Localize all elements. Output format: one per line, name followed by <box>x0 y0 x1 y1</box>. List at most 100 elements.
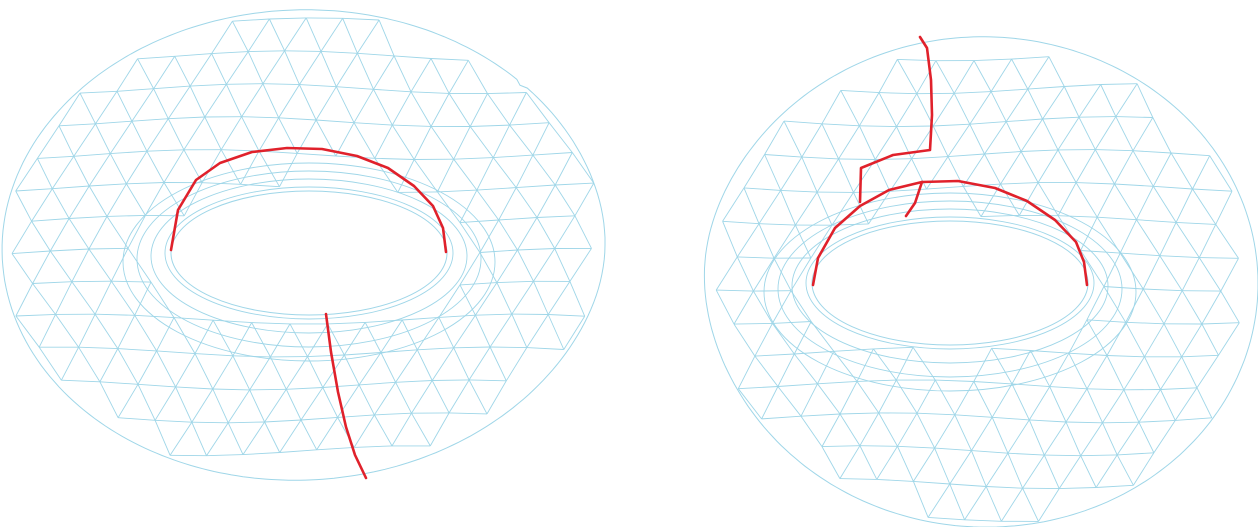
mesh-edge <box>971 451 986 487</box>
mesh-edge <box>468 60 487 93</box>
mesh-edge <box>1176 189 1192 222</box>
mesh-edge <box>175 56 190 86</box>
mesh-edge <box>394 56 411 92</box>
mesh-edge <box>533 155 555 185</box>
mesh-edge <box>1210 156 1232 192</box>
mesh-edge <box>753 291 772 323</box>
mesh-edge <box>534 281 549 314</box>
mesh-edge <box>1044 455 1059 489</box>
mesh-edge <box>118 418 155 421</box>
mesh-edge <box>1058 150 1076 183</box>
mesh-edge <box>359 385 374 415</box>
mesh-edge <box>1069 353 1087 389</box>
mesh-edge <box>986 453 1008 486</box>
mesh-edge <box>1199 258 1238 259</box>
mesh-edge <box>69 216 107 218</box>
mesh-edge <box>344 353 381 356</box>
mesh-edge <box>802 157 817 192</box>
mesh-edge <box>269 18 306 19</box>
mesh-edge <box>212 52 249 54</box>
mesh-edge <box>1028 57 1049 89</box>
mesh-edge <box>917 413 935 448</box>
mesh-edge <box>1008 453 1023 488</box>
mesh-edge <box>723 221 738 257</box>
mesh-edge <box>454 315 476 348</box>
mesh-edge <box>723 221 759 223</box>
mesh-edge <box>299 51 321 84</box>
mesh-edge <box>118 349 157 351</box>
mesh-edge <box>79 347 118 348</box>
mesh-edge <box>449 93 470 126</box>
mesh-edge <box>470 94 487 127</box>
mesh-edge <box>527 315 548 348</box>
mesh-edge <box>126 151 146 184</box>
mesh-edge <box>917 413 955 415</box>
mesh-edge <box>439 317 454 347</box>
mesh-edge <box>1059 488 1096 489</box>
mesh-edge <box>1199 258 1221 292</box>
mesh-edge <box>61 380 100 382</box>
mesh-edge <box>1139 420 1175 422</box>
mesh-edge <box>32 219 70 222</box>
mesh-edge <box>460 220 499 223</box>
mesh-edge <box>985 152 1022 155</box>
mesh-edge <box>52 186 89 189</box>
mesh-edge <box>279 85 300 118</box>
mesh-edge <box>493 155 533 158</box>
mesh-edge <box>992 348 1012 384</box>
mesh-edge <box>480 220 499 253</box>
mesh-edge <box>168 86 190 119</box>
mesh-edge <box>1115 184 1154 186</box>
mesh-edge <box>985 122 1007 154</box>
right-lobe-outline <box>704 37 1258 527</box>
mesh-edge <box>33 251 51 284</box>
mesh-edge <box>1028 87 1065 90</box>
mesh-edge <box>1126 322 1145 357</box>
mesh-edge <box>226 84 241 116</box>
mesh-edge <box>948 124 970 156</box>
mesh-edge <box>375 158 414 159</box>
mesh-edge <box>290 324 308 357</box>
mesh-edge <box>1143 289 1182 291</box>
mesh-edge <box>321 51 336 86</box>
mesh-edge <box>243 453 280 455</box>
mesh-edge <box>285 18 307 51</box>
mesh-edge <box>59 124 96 126</box>
mesh-edge <box>759 224 774 259</box>
mesh-edge <box>840 413 879 414</box>
mesh-edge <box>270 357 286 389</box>
mesh-edge <box>32 189 53 222</box>
mesh-edge <box>1219 323 1240 356</box>
mesh-edge <box>537 185 555 218</box>
mesh-edge <box>875 127 896 160</box>
mesh-edge <box>317 447 355 449</box>
mesh-edge <box>1028 89 1043 119</box>
mesh-edge <box>431 59 468 61</box>
mesh-edge <box>344 355 359 385</box>
mesh-edge <box>860 413 879 446</box>
mesh-edge <box>50 249 89 251</box>
mesh-edge <box>912 157 948 159</box>
mesh-edge <box>802 124 822 157</box>
mesh-edge <box>516 185 555 188</box>
mesh-edge <box>950 451 972 484</box>
mesh-edge <box>499 218 537 221</box>
mesh-edge <box>1164 324 1182 357</box>
mesh-edge <box>265 420 301 422</box>
mesh-edge <box>772 323 794 354</box>
mesh-edge <box>184 117 205 150</box>
mesh-edge <box>1154 420 1175 452</box>
mesh-edge <box>269 19 284 51</box>
mesh-edge <box>242 84 263 117</box>
mesh-edge <box>510 93 527 126</box>
mesh-edge <box>431 93 449 126</box>
mesh-edge <box>801 416 822 446</box>
mesh-edge <box>228 422 264 423</box>
mesh-edge <box>879 93 897 127</box>
mesh-edge <box>516 188 537 218</box>
mesh-edge <box>213 389 228 423</box>
mesh-edge <box>135 282 151 315</box>
mesh-edge <box>100 382 118 418</box>
mesh-edge <box>432 348 454 381</box>
mesh-edge <box>537 218 555 249</box>
